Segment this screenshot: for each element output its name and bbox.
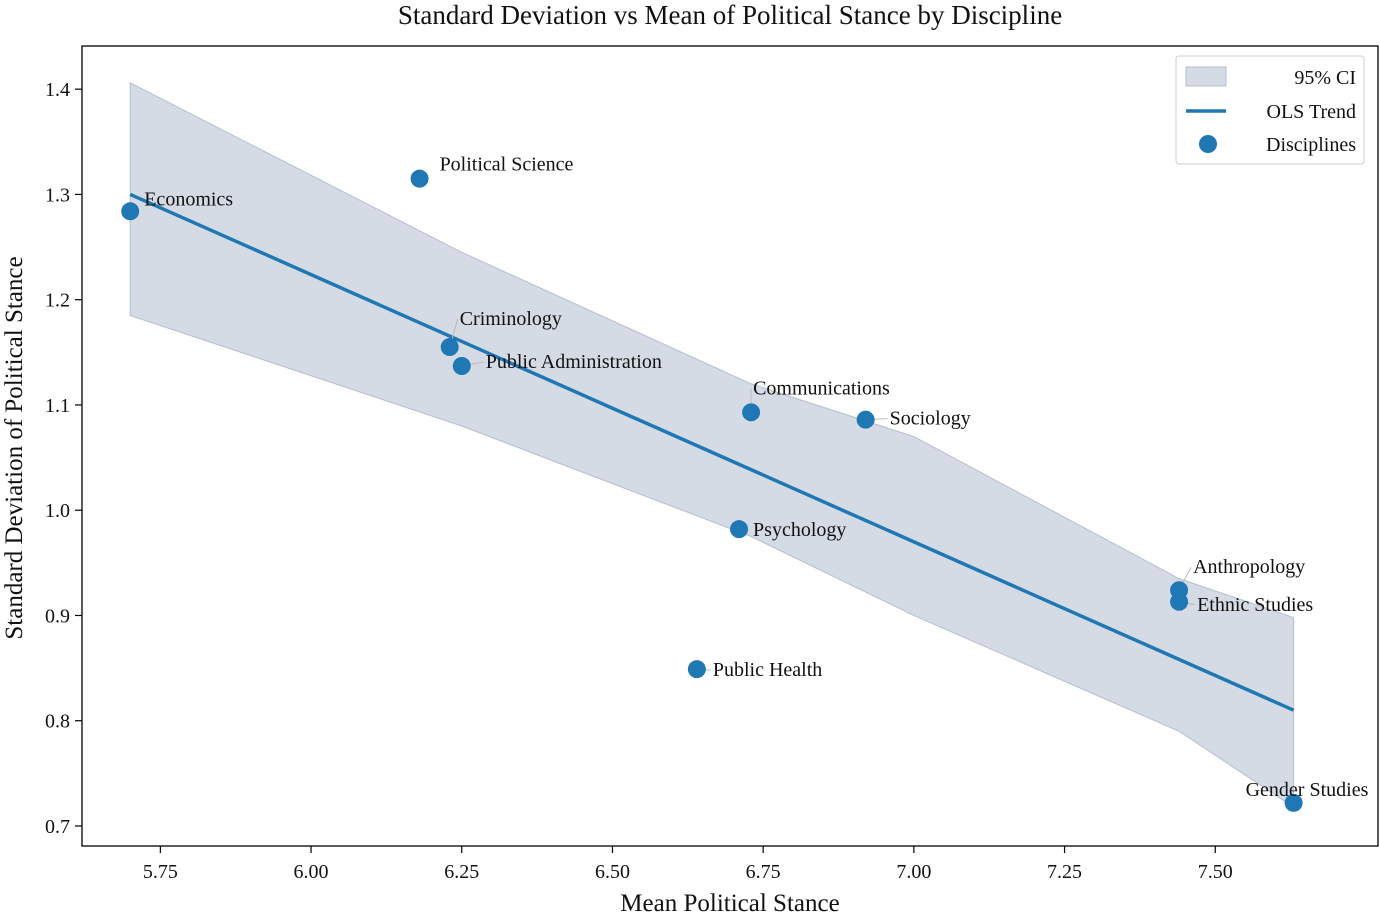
point-label: Sociology [890, 408, 971, 430]
x-tick-label: 7.00 [896, 861, 931, 883]
y-tick-label: 0.9 [45, 605, 70, 627]
x-axis-ticks: 5.75 6.00 6.25 6.50 6.75 7.00 7.25 7.50 [143, 846, 1233, 883]
data-point [856, 410, 875, 429]
point-label: Political Science [440, 154, 574, 176]
y-tick-label: 1.1 [45, 395, 70, 417]
x-tick-label: 7.25 [1047, 861, 1082, 883]
y-tick-label: 0.8 [45, 711, 70, 733]
y-axis-ticks: 0.7 0.8 0.9 1.0 1.1 1.2 1.3 1.4 [45, 79, 82, 838]
point-label: Communications [753, 377, 890, 399]
ols-trend-line [129, 192, 1295, 712]
data-point [121, 202, 140, 221]
x-axis-label: Mean Political Stance [620, 890, 839, 916]
data-point [687, 660, 706, 679]
y-tick-label: 1.2 [45, 290, 70, 312]
x-tick-label: 6.75 [746, 861, 781, 883]
point-label: Public Health [713, 659, 822, 681]
plot-area: Economics Political Science Criminology Pub… [121, 82, 1369, 812]
chart-title: Standard Deviation vs Mean of Political … [398, 0, 1062, 30]
y-axis-label: Standard Deviation of Political Stance [1, 256, 28, 639]
legend-ci-swatch [1185, 66, 1227, 87]
legend-label: OLS Trend [1267, 101, 1356, 123]
data-point [1170, 592, 1189, 611]
legend: 95% CI OLS Trend Disciplines [1175, 55, 1365, 165]
y-tick-label: 1.4 [45, 79, 70, 101]
data-point [1284, 793, 1303, 812]
ci-band [129, 82, 1295, 808]
legend-label: 95% CI [1294, 67, 1356, 89]
x-tick-label: 6.00 [294, 861, 329, 883]
point-label: Public Administration [486, 351, 662, 373]
data-point [452, 357, 471, 375]
point-label: Psychology [753, 519, 846, 541]
data-point [410, 169, 429, 188]
x-tick-label: 5.75 [143, 861, 178, 883]
point-label: Anthropology [1193, 556, 1305, 578]
data-point [440, 338, 459, 357]
x-tick-label: 6.50 [595, 861, 630, 883]
legend-point-swatch [1199, 135, 1217, 153]
y-tick-label: 1.3 [45, 184, 70, 206]
point-label: Economics [144, 188, 233, 210]
plot-frame [81, 45, 1379, 847]
y-tick-label: 1.0 [45, 500, 70, 522]
data-point [730, 520, 749, 539]
legend-label: Disciplines [1266, 134, 1356, 156]
x-tick-label: 6.25 [444, 861, 479, 883]
x-tick-label: 7.50 [1198, 861, 1233, 883]
y-tick-label: 0.7 [45, 816, 70, 838]
point-label: Gender Studies [1246, 779, 1369, 801]
data-point [742, 403, 761, 422]
point-label: Ethnic Studies [1197, 594, 1313, 616]
point-label: Criminology [460, 308, 562, 330]
